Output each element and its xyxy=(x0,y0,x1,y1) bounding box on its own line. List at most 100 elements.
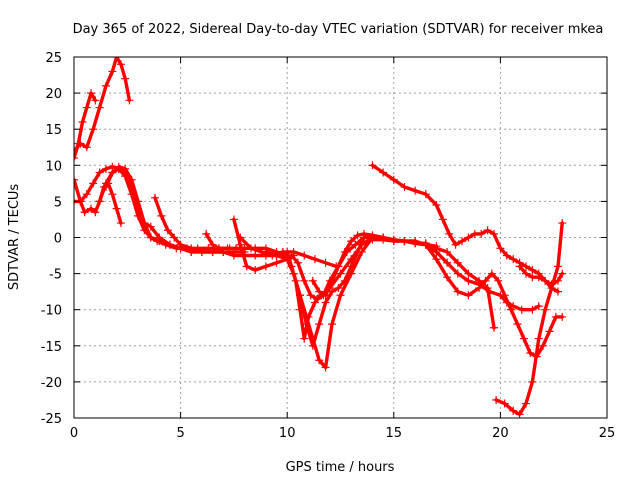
data-point xyxy=(558,269,567,278)
data-point xyxy=(553,262,562,271)
data-point xyxy=(443,258,452,267)
y-tick-label: 25 xyxy=(45,51,62,66)
data-point xyxy=(272,258,281,267)
data-point xyxy=(528,305,537,314)
data-point xyxy=(521,399,530,408)
data-point xyxy=(483,226,492,235)
data-point xyxy=(464,276,473,285)
data-point xyxy=(490,229,499,238)
data-point xyxy=(300,334,309,343)
data-point xyxy=(553,276,562,285)
data-point xyxy=(443,273,452,282)
data-point xyxy=(353,231,362,240)
data-point xyxy=(261,262,270,271)
data-point xyxy=(432,255,441,264)
y-tick-label: -10 xyxy=(41,304,62,319)
data-point xyxy=(357,247,366,256)
data-point xyxy=(101,179,110,188)
data-point xyxy=(121,74,130,83)
data-point xyxy=(334,262,343,271)
data-point xyxy=(165,240,174,249)
data-point xyxy=(553,287,562,296)
data-point xyxy=(208,247,217,256)
data-point xyxy=(321,298,330,307)
data-point xyxy=(116,219,125,228)
series-track-7 xyxy=(151,193,249,256)
data-point xyxy=(74,139,83,148)
series-line xyxy=(74,57,132,153)
data-point xyxy=(310,255,319,264)
chart-title: Day 365 of 2022, Sidereal Day-to-day VTE… xyxy=(73,22,604,37)
x-tick-label: 10 xyxy=(279,426,296,441)
data-point xyxy=(453,269,462,278)
series-track-20 xyxy=(492,219,567,418)
series-track-9 xyxy=(229,215,298,274)
data-point xyxy=(400,237,409,246)
data-point xyxy=(515,262,524,271)
data-point xyxy=(411,239,420,248)
data-point xyxy=(517,305,526,314)
data-point xyxy=(334,284,343,293)
y-tick-label: 20 xyxy=(45,87,62,102)
data-point xyxy=(95,168,104,177)
data-point xyxy=(214,244,223,253)
data-point xyxy=(347,269,356,278)
series-line xyxy=(97,167,225,254)
data-point xyxy=(490,323,499,332)
data-point xyxy=(351,240,360,249)
y-tick-label: -25 xyxy=(41,412,62,427)
data-point xyxy=(80,208,89,217)
data-point xyxy=(368,235,377,244)
data-point xyxy=(379,235,388,244)
data-point xyxy=(421,239,430,248)
data-point xyxy=(421,190,430,199)
data-point xyxy=(155,233,164,242)
data-point xyxy=(521,269,530,278)
data-point xyxy=(327,276,336,285)
data-point xyxy=(306,291,315,300)
data-point xyxy=(91,96,100,105)
data-point xyxy=(163,226,172,235)
series-line xyxy=(104,165,232,250)
data-point xyxy=(453,287,462,296)
data-point xyxy=(208,240,217,249)
data-point xyxy=(140,219,149,228)
data-point xyxy=(528,265,537,274)
y-tick-label: -15 xyxy=(41,340,62,355)
y-tick-label: 5 xyxy=(54,195,62,210)
data-point xyxy=(87,89,96,98)
x-tick-label: 15 xyxy=(386,426,403,441)
data-point xyxy=(236,240,245,249)
data-point xyxy=(293,258,302,267)
data-point xyxy=(108,67,117,76)
data-point xyxy=(308,334,317,343)
y-tick-label: 15 xyxy=(45,123,62,138)
data-point xyxy=(534,302,543,311)
data-point xyxy=(112,57,121,61)
data-point xyxy=(528,377,537,386)
y-tick-label: -20 xyxy=(41,376,62,391)
data-point xyxy=(451,240,460,249)
data-point xyxy=(475,276,484,285)
data-point xyxy=(327,320,336,329)
data-point xyxy=(475,284,484,293)
data-point xyxy=(223,244,232,253)
data-point xyxy=(283,247,292,256)
data-point xyxy=(242,262,251,271)
data-point xyxy=(187,244,196,253)
data-point xyxy=(74,175,78,184)
data-point xyxy=(347,237,356,246)
data-point xyxy=(251,265,260,274)
data-point xyxy=(112,204,121,213)
x-tick-label: 0 xyxy=(70,426,78,441)
data-point xyxy=(272,251,281,260)
data-point xyxy=(321,363,330,372)
data-point xyxy=(500,291,509,300)
data-point xyxy=(541,305,550,314)
data-point xyxy=(458,237,467,246)
data-point xyxy=(359,229,368,238)
data-point xyxy=(125,96,134,105)
data-point xyxy=(176,240,185,249)
axis-ticks: 0 5 10 15 20 25 -25 -20 -15 -10 -5 0 5 10 15 20 25 xyxy=(41,51,616,441)
data-point xyxy=(492,395,501,404)
